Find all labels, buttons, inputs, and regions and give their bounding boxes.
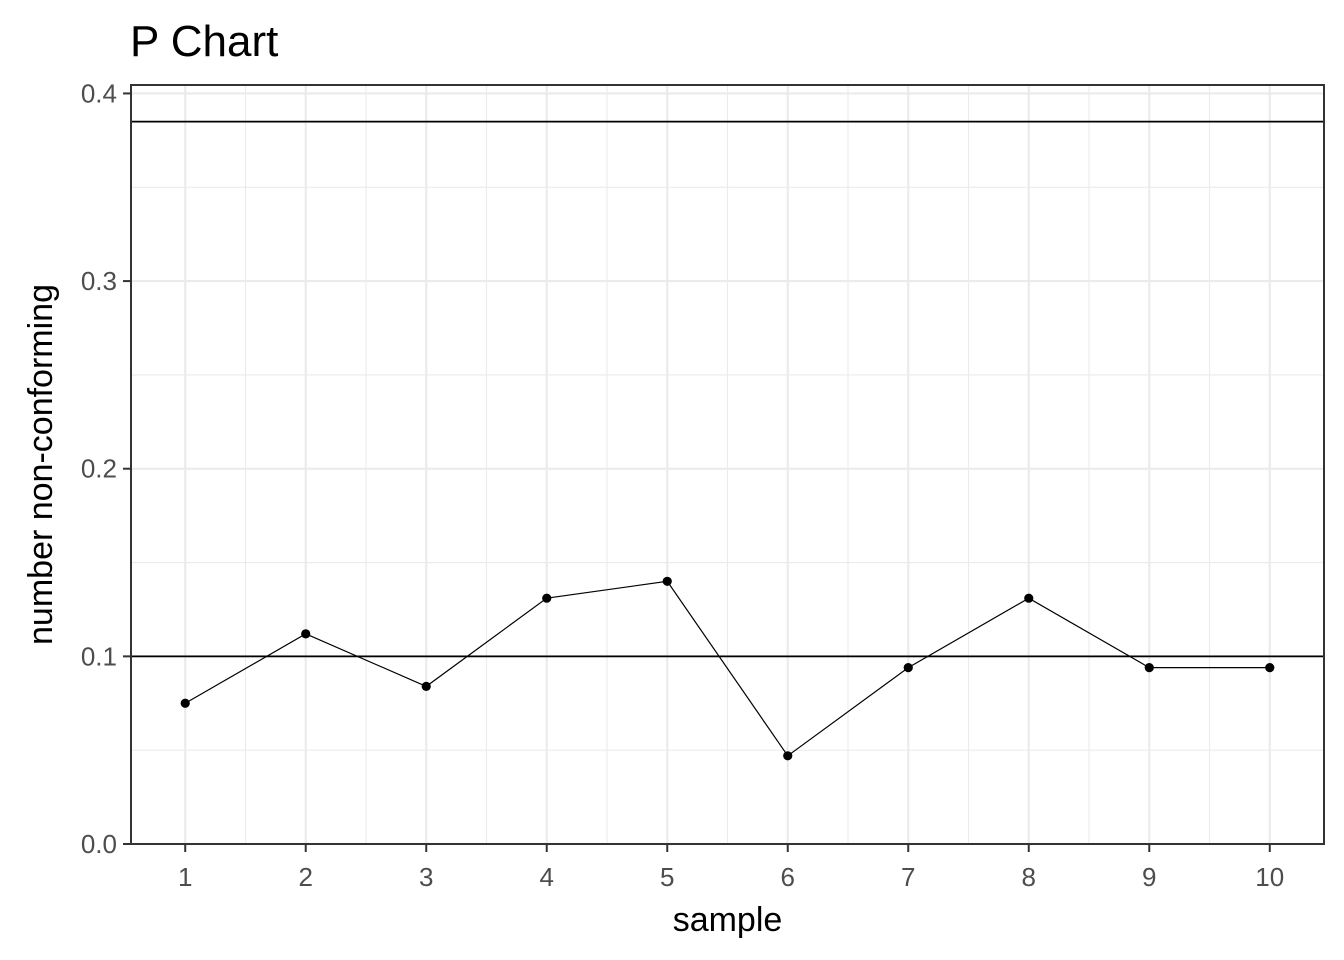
series-line [184, 580, 1270, 757]
y-tick-label: 0.4 [81, 78, 117, 108]
x-tick-label: 5 [660, 862, 674, 892]
y-tick-label: 0.1 [81, 641, 117, 671]
y-tick-label: 0.2 [81, 454, 117, 484]
data-point-3 [421, 681, 431, 691]
data-point-9 [1144, 663, 1154, 673]
grid-lines [131, 85, 1324, 846]
y-tick-label: 0.3 [81, 266, 117, 296]
x-tick-label: 9 [1142, 862, 1156, 892]
data-point-1 [180, 698, 190, 708]
data-point-6 [783, 751, 793, 761]
x-axis-title: sample [673, 901, 783, 939]
data-point-4 [542, 593, 552, 603]
chart-title: P Chart [130, 17, 278, 66]
y-tick-label: 0.0 [81, 829, 117, 859]
x-tick-label: 2 [298, 862, 312, 892]
data-point-8 [1024, 593, 1034, 603]
x-tick-label: 6 [781, 862, 795, 892]
x-tick-label: 4 [540, 862, 554, 892]
y-axis-title: number non-conforming [22, 284, 60, 645]
data-series [180, 576, 1275, 761]
x-tick-label: 3 [419, 862, 433, 892]
data-point-7 [903, 663, 913, 673]
data-point-10 [1265, 663, 1275, 673]
plot-panel-border [130, 84, 1325, 845]
x-tick-label: 1 [178, 862, 192, 892]
x-tick-label: 8 [1022, 862, 1036, 892]
x-tick-label: 10 [1255, 862, 1284, 892]
x-tick-label: 7 [901, 862, 915, 892]
data-point-2 [301, 629, 311, 639]
control-limits [131, 120, 1324, 658]
axes: 1 2 3 4 5 6 7 8 9 10 0.0 0.1 0.2 0.3 0.4 [81, 78, 1284, 892]
data-point-5 [662, 576, 672, 586]
